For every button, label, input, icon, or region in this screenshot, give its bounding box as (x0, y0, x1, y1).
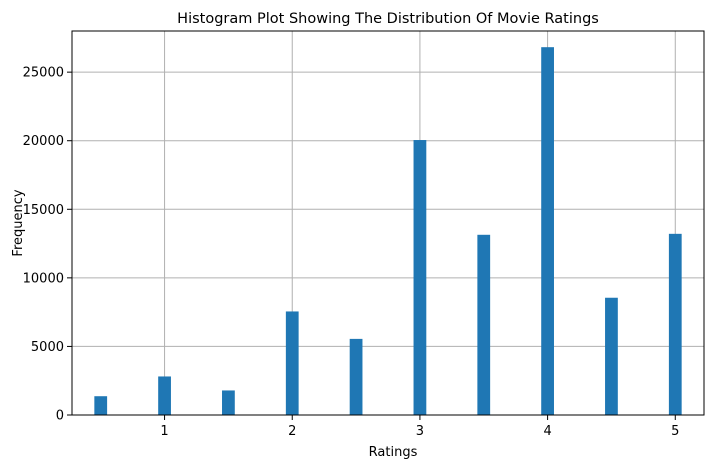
x-axis: 1 2 3 4 5 (160, 415, 679, 439)
y-tick-label: 20000 (23, 134, 64, 149)
plot-frame (71, 30, 705, 416)
y-tick-label: 5000 (31, 340, 64, 355)
histogram-bar (668, 233, 682, 415)
histogram-bar (477, 234, 491, 415)
x-tick-label: 4 (543, 424, 551, 439)
y-axis-label: Frequency (11, 189, 26, 256)
x-tick-label: 2 (288, 424, 296, 439)
histogram-bar (285, 311, 299, 415)
histogram-bar (605, 297, 618, 415)
y-tick-label: 0 (56, 409, 64, 424)
y-tick-label: 25000 (23, 66, 64, 81)
y-axis: 0 5000 10000 15000 20000 25000 (23, 66, 72, 424)
histogram-bar (158, 376, 171, 415)
chart-title: Histogram Plot Showing The Distribution … (177, 11, 599, 27)
histogram-bar (349, 338, 363, 415)
x-tick-label: 1 (160, 424, 168, 439)
histogram-bar (541, 47, 554, 415)
y-tick-label: 10000 (23, 271, 64, 286)
y-tick-label: 15000 (23, 203, 64, 218)
histogram-bar (222, 390, 235, 415)
x-tick-label: 3 (416, 424, 424, 439)
bars (94, 47, 682, 415)
histogram-bar (413, 140, 427, 415)
x-axis-label: Ratings (369, 445, 418, 460)
x-tick-label: 5 (671, 424, 679, 439)
plot-area (72, 31, 704, 415)
histogram-bar (94, 396, 108, 415)
